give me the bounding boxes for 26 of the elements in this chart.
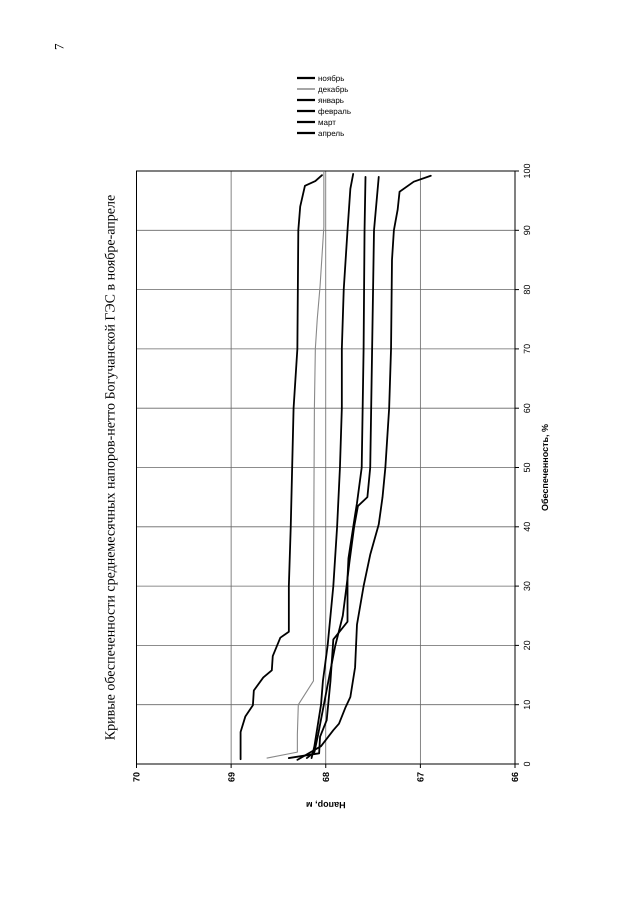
y-tick-label: 60 [522, 403, 532, 414]
y-tick-label: 100 [522, 163, 532, 179]
legend-label: декабрь [318, 84, 348, 94]
y-tick-label: 0 [522, 761, 532, 767]
y-tick-label: 40 [522, 522, 532, 532]
x-tick-label: 68 [320, 772, 331, 782]
legend-label: апрель [318, 128, 344, 138]
x-tick-label: 69 [226, 772, 236, 782]
text: Кривые обеспеченности среднемесячных напоров-нетто Богучанской ГЭС в ноябре-апреле [104, 194, 118, 740]
x-tick-label: 70 [132, 772, 142, 782]
legend-label: январь [318, 96, 344, 105]
x-tick-label: 67 [416, 772, 426, 782]
y-tick-label: 20 [522, 640, 532, 650]
y-tick-label: 30 [522, 581, 532, 592]
x-axis-title: Напор, м [306, 800, 346, 810]
y-tick-label: 80 [522, 284, 532, 295]
y-tick-label: 70 [522, 344, 532, 354]
y-tick-label: 50 [522, 462, 532, 473]
y-axis-title: Обеспеченность, % [540, 424, 550, 512]
y-tick-label: 90 [522, 225, 532, 236]
x-tick-label: 66 [510, 772, 520, 782]
legend-label: ноябрь [318, 74, 344, 83]
legend-label: март [318, 118, 336, 127]
y-tick-label: 10 [522, 700, 532, 710]
text: 7 [52, 43, 66, 50]
legend-label: февраль [318, 106, 352, 116]
